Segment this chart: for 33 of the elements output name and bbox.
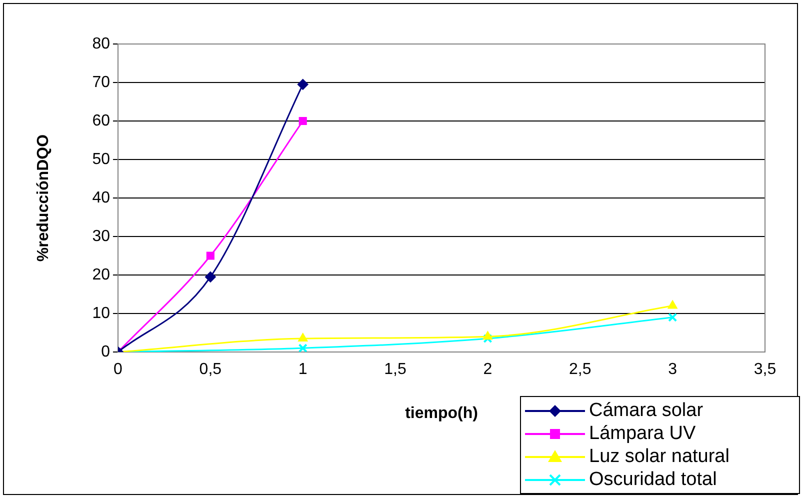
x-tick-label: 1,5 — [384, 361, 407, 378]
y-tick-label: 60 — [92, 112, 110, 130]
y-tick-label: 40 — [92, 189, 110, 206]
point — [668, 300, 678, 309]
point — [298, 344, 308, 352]
y-tick-label: 20 — [92, 266, 110, 284]
y-tick-label: 30 — [92, 228, 110, 245]
legend-label: Luz solar natural — [589, 446, 730, 468]
y-tick-label: 10 — [92, 304, 110, 322]
point — [668, 312, 678, 322]
y-tick-label: 80 — [92, 35, 110, 52]
y-tick-label: 70 — [92, 74, 110, 91]
x-tick-label: 3 — [668, 361, 678, 378]
y-tick-label: 50 — [92, 150, 110, 168]
x-tick-label: 1 — [298, 361, 308, 378]
x-tick-label: 0 — [114, 361, 123, 378]
legend-label: Lámpara UV — [589, 422, 696, 444]
x-tick-label: 2,5 — [569, 361, 592, 378]
point — [483, 334, 492, 344]
point — [482, 331, 493, 340]
legend-label: Cámara solar — [589, 400, 704, 422]
legend-label: Oscuridad total — [589, 468, 717, 490]
point — [297, 78, 308, 90]
x-tick-label: 3,5 — [754, 361, 776, 378]
point — [206, 252, 214, 260]
x-axis-title: tiempo(h) — [405, 404, 478, 422]
point — [298, 333, 308, 342]
x-tick-label: 2 — [483, 361, 492, 378]
x-tick-label: 0,5 — [199, 361, 222, 378]
point — [204, 271, 216, 282]
y-tick-label: 0 — [101, 343, 110, 360]
y-axis-title: %reducciónDQO — [35, 134, 52, 262]
point — [298, 116, 307, 126]
